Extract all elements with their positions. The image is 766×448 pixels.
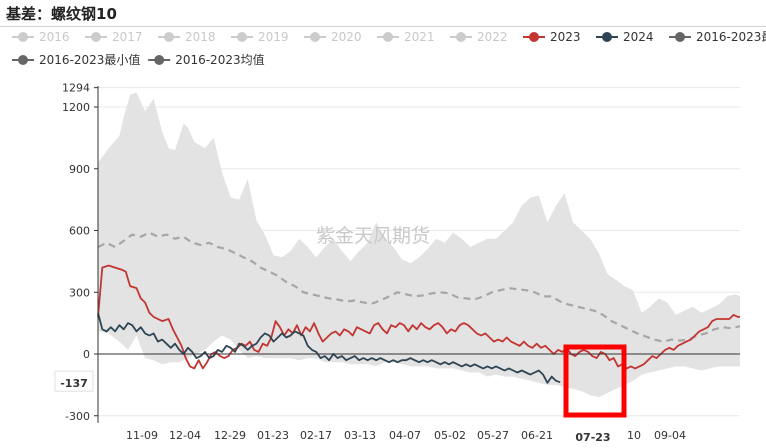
legend-item-2024[interactable]: 2024 — [596, 30, 654, 44]
legend-label: 2020 — [331, 30, 362, 44]
legend-marker — [237, 32, 247, 42]
x-tick-label: 07-23 — [575, 431, 610, 444]
series-line-avg — [97, 231, 741, 343]
y-tick-label: -300 — [65, 410, 90, 423]
legend-label: 2019 — [258, 30, 289, 44]
x-tick-label: 01-23 — [257, 429, 289, 442]
legend-item-2016-2023最大值[interactable]: 2016-2023最大值 — [669, 29, 766, 44]
legend-marker — [675, 32, 685, 42]
legend-item-2020[interactable]: 2020 — [304, 30, 362, 44]
legend-item-2017[interactable]: 2017 — [85, 30, 143, 44]
x-tick-label: 02-17 — [300, 429, 332, 442]
y-tick-label: 900 — [69, 163, 90, 176]
legend-marker — [383, 32, 393, 42]
legend-label: 2016-2023最大值 — [696, 29, 766, 44]
current-value-box — [54, 370, 94, 392]
x-tick-label: 09-04 — [654, 429, 686, 442]
legend-item-2016[interactable]: 2016 — [12, 30, 70, 44]
x-tick-label: 03-13 — [344, 429, 376, 442]
x-tick-label: 12-04 — [169, 429, 201, 442]
legend-item-2016-2023最小值[interactable]: 2016-2023最小值 — [12, 52, 140, 67]
y-tick-label: 1200 — [62, 101, 90, 114]
chart-axes: 1294 1200 900 600 300 0 -300 11-09 12-04 12-29 01-… — [54, 82, 740, 444]
band-area — [98, 92, 740, 398]
legend-item-2016-2023均值[interactable]: 2016-2023均值 — [148, 52, 265, 67]
x-tick-label: 04-07 — [389, 429, 421, 442]
max-min-band — [98, 92, 740, 398]
legend-label: 2016-2023最小值 — [39, 52, 140, 67]
chart-legend[interactable]: 2016 2017 2018 2019 2020 2021 2022 2023 2024 2016… — [12, 29, 766, 67]
legend-marker — [91, 32, 101, 42]
legend-label: 2021 — [404, 30, 435, 44]
legend-marker — [310, 32, 320, 42]
x-tick-label: 10 — [627, 429, 641, 442]
legend-marker — [164, 32, 174, 42]
legend-marker — [18, 55, 28, 65]
legend-marker — [529, 32, 539, 42]
highlight-box — [563, 344, 627, 418]
legend-marker — [456, 32, 466, 42]
y-tick-label: 300 — [69, 286, 90, 299]
legend-label: 2016 — [39, 30, 70, 44]
legend-label: 2024 — [623, 30, 654, 44]
legend-item-2021[interactable]: 2021 — [377, 30, 435, 44]
legend-item-2018[interactable]: 2018 — [158, 30, 216, 44]
watermark-text: 紫金天风期货 — [316, 225, 430, 247]
chart-title: 基差：螺纹钢10 — [6, 5, 117, 23]
legend-label: 2016-2023均值 — [175, 52, 264, 67]
series-line-2024 — [97, 312, 561, 384]
x-tick-label: 05-02 — [434, 429, 466, 442]
y-tick-label: 600 — [69, 225, 90, 238]
current-value-label: -137 — [60, 377, 88, 390]
legend-label: 2023 — [550, 30, 581, 44]
legend-marker — [18, 32, 28, 42]
x-tick-label: 11-09 — [126, 429, 158, 442]
legend-item-2022[interactable]: 2022 — [450, 30, 508, 44]
x-tick-label: 06-21 — [521, 429, 553, 442]
legend-label: 2018 — [185, 30, 216, 44]
y-tick-label: 1294 — [62, 82, 90, 95]
legend-item-2019[interactable]: 2019 — [231, 30, 289, 44]
legend-label: 2022 — [477, 30, 508, 44]
x-tick-label: 12-29 — [214, 429, 246, 442]
legend-marker — [602, 32, 612, 42]
legend-item-2023[interactable]: 2023 — [523, 30, 581, 44]
y-tick-label: 0 — [83, 348, 90, 361]
x-tick-label: 05-27 — [477, 429, 509, 442]
legend-marker — [154, 55, 165, 65]
chart-series — [97, 231, 741, 384]
legend-label: 2017 — [112, 30, 143, 44]
title-divider — [0, 26, 766, 27]
series-line-2023 — [97, 264, 740, 370]
